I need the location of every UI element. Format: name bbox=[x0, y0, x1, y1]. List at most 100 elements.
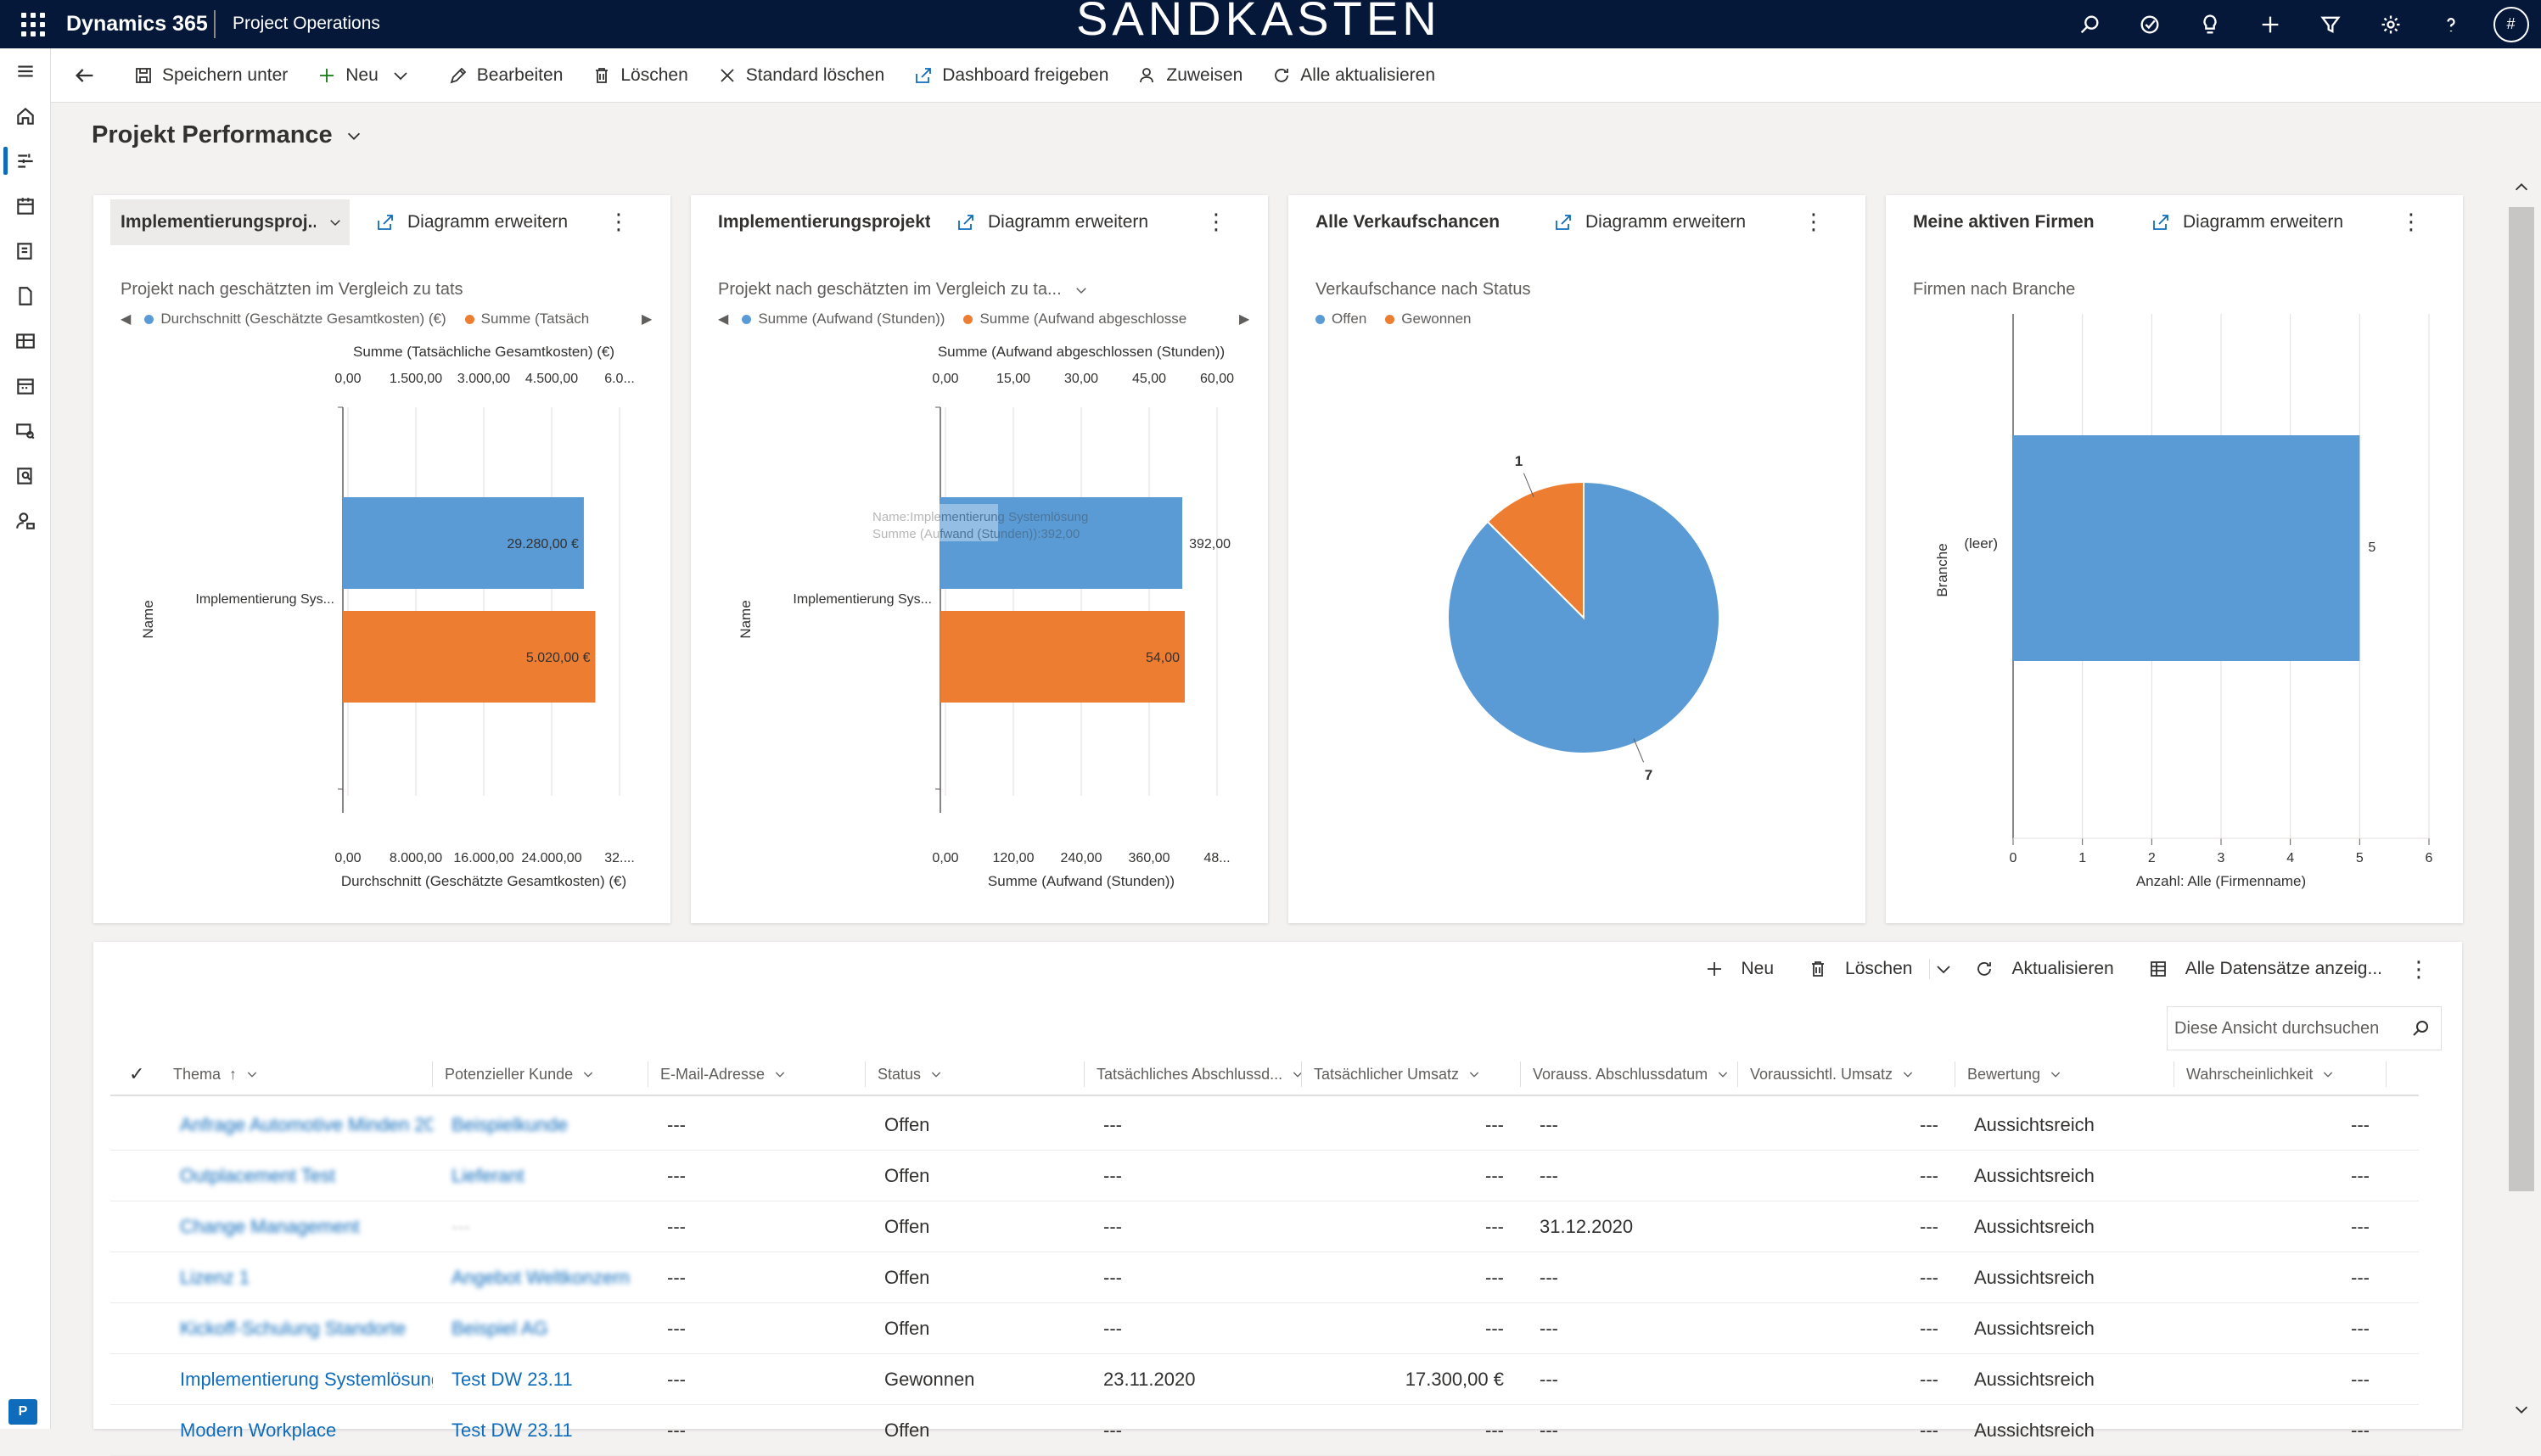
lightbulb-icon[interactable] bbox=[2179, 0, 2240, 48]
table-cell[interactable]: Anfrage Automotive Minden 2020 bbox=[180, 1113, 433, 1135]
table-cell[interactable]: Angebot Weltkonzern bbox=[452, 1266, 630, 1288]
legend-next-icon[interactable]: ▶ bbox=[642, 312, 653, 327]
table-row[interactable]: Anfrage Automotive Minden 2020 Beispielku… bbox=[110, 1100, 2419, 1151]
chart-view-selector[interactable]: Projekt nach geschätzten im Vergleich zu… bbox=[718, 280, 1089, 300]
legend-prev-icon[interactable]: ◀ bbox=[121, 312, 132, 327]
table-cell: --- bbox=[1920, 1368, 1938, 1390]
grid-refresh-button[interactable]: Aktualisieren bbox=[1957, 959, 2130, 979]
help-icon[interactable] bbox=[2420, 0, 2481, 48]
legend-item[interactable]: Durchschnitt (Geschätzte Gesamtkosten) (… bbox=[144, 311, 446, 328]
hamburger-menu-icon[interactable] bbox=[0, 48, 50, 93]
grid-search-input[interactable]: Diese Ansicht durchsuchen bbox=[2167, 1006, 2442, 1050]
table-cell[interactable]: Implementierung Systemlösung bbox=[180, 1368, 433, 1390]
table-row[interactable]: Implementierung Systemlösung Test DW 23.1… bbox=[110, 1354, 2419, 1405]
select-all-checkbox[interactable]: ✓ bbox=[129, 1063, 145, 1084]
document-icon[interactable] bbox=[0, 273, 50, 318]
legend-item[interactable]: Summe (Aufwand (Stunden)) bbox=[742, 311, 945, 328]
table-cell[interactable]: Lizenz 1 bbox=[180, 1266, 250, 1288]
view-selector[interactable]: Implementierungsproj... bbox=[110, 199, 350, 245]
more-options-icon[interactable]: ⋮ bbox=[1803, 209, 1825, 234]
calendar-icon[interactable] bbox=[0, 183, 50, 228]
legend-next-icon[interactable]: ▶ bbox=[1239, 312, 1250, 327]
expand-chart-button[interactable]: Diagramm erweitern bbox=[2151, 212, 2343, 232]
table-cell[interactable]: Kickoff-Schulung Standorte bbox=[180, 1317, 407, 1339]
table-row[interactable]: Outplacement Test Lieferant --- Offen --- ---… bbox=[110, 1151, 2419, 1201]
resource-icon[interactable] bbox=[0, 498, 50, 543]
legend-item[interactable]: Summe (Aufwand abgeschlosse bbox=[963, 311, 1186, 328]
clear-default-button[interactable]: Standard löschen bbox=[703, 50, 899, 101]
scrollbar-thumb[interactable] bbox=[2509, 207, 2534, 1191]
table-cell[interactable]: Beispiel AG bbox=[452, 1317, 548, 1339]
more-options-icon[interactable]: ⋮ bbox=[608, 209, 630, 234]
table-row[interactable]: Kickoff-Schulung Standorte Beispiel AG ---… bbox=[110, 1303, 2419, 1354]
column-header-thema[interactable]: Thema ↑ bbox=[161, 1061, 433, 1087]
delete-button[interactable]: Löschen bbox=[577, 50, 702, 101]
save-as-button[interactable]: Speichern unter bbox=[119, 50, 302, 101]
column-header-actual-revenue[interactable]: Tatsächlicher Umsatz bbox=[1302, 1061, 1521, 1087]
schedule-icon[interactable] bbox=[0, 363, 50, 408]
back-button[interactable] bbox=[59, 50, 110, 101]
table-cell[interactable]: --- bbox=[452, 1215, 470, 1237]
grid-more-options-icon[interactable]: ⋮ bbox=[2408, 955, 2430, 982]
assign-button[interactable]: Zuweisen bbox=[1123, 50, 1257, 101]
column-header-rating[interactable]: Bewertung bbox=[1955, 1061, 2174, 1087]
refresh-all-button[interactable]: Alle aktualisieren bbox=[1257, 50, 1450, 101]
table-cell[interactable]: Test DW 23.11 bbox=[452, 1368, 573, 1390]
more-options-icon[interactable]: ⋮ bbox=[2400, 209, 2422, 234]
resource-search-icon[interactable] bbox=[0, 408, 50, 453]
page-scrollbar[interactable] bbox=[2502, 170, 2541, 1429]
table-cell[interactable]: Outplacement Test bbox=[180, 1164, 336, 1186]
column-header-kunde[interactable]: Potenzieller Kunde bbox=[433, 1061, 648, 1087]
legend-prev-icon[interactable]: ◀ bbox=[718, 312, 729, 327]
grid-more-dropdown[interactable] bbox=[1929, 959, 1957, 979]
x-axis-tick-label: 5 bbox=[2356, 851, 2364, 865]
column-header-est-revenue[interactable]: Voraussichtl. Umsatz bbox=[1738, 1061, 1955, 1087]
table-cell[interactable]: Beispielkunde bbox=[452, 1113, 568, 1135]
projects-icon[interactable] bbox=[0, 228, 50, 273]
task-icon[interactable] bbox=[2119, 0, 2179, 48]
filter-icon[interactable] bbox=[2300, 0, 2360, 48]
search-icon[interactable] bbox=[2059, 0, 2119, 48]
column-header-actual-close[interactable]: Tatsächliches Abschlussd... bbox=[1085, 1061, 1302, 1087]
grid-new-button[interactable]: Neu bbox=[1687, 959, 1792, 979]
expand-chart-button[interactable]: Diagramm erweitern bbox=[375, 212, 568, 232]
app-name[interactable]: Dynamics 365 bbox=[66, 12, 208, 36]
area-switcher-badge[interactable]: P bbox=[8, 1399, 37, 1425]
table-cell[interactable]: Change Management bbox=[180, 1215, 360, 1237]
scroll-up-icon bbox=[2515, 183, 2528, 191]
dashboard-icon[interactable] bbox=[0, 138, 50, 183]
table-cell[interactable]: Test DW 23.11 bbox=[452, 1419, 573, 1441]
module-name[interactable]: Project Operations bbox=[233, 14, 380, 33]
report-search-icon[interactable] bbox=[0, 453, 50, 498]
settings-icon[interactable] bbox=[2360, 0, 2420, 48]
table-cell[interactable]: Modern Workplace bbox=[180, 1419, 337, 1441]
table-row[interactable]: Lizenz 1 Angebot Weltkonzern --- Offen --- --… bbox=[110, 1252, 2419, 1303]
user-avatar[interactable]: # bbox=[2493, 6, 2529, 42]
app-launcher-icon[interactable] bbox=[15, 8, 46, 38]
column-header-status[interactable]: Status bbox=[866, 1061, 1085, 1087]
home-icon[interactable] bbox=[0, 93, 50, 138]
grid-delete-button[interactable]: Löschen bbox=[1791, 959, 1929, 979]
x-axis-tick-label: 4 bbox=[2286, 851, 2294, 865]
edit-button[interactable]: Bearbeiten bbox=[434, 50, 578, 101]
column-header-est-close[interactable]: Vorauss. Abschlussdatum bbox=[1521, 1061, 1738, 1087]
expand-chart-button[interactable]: Diagramm erweitern bbox=[956, 212, 1148, 232]
table-cell: --- bbox=[1485, 1215, 1504, 1237]
table-cell[interactable]: Lieferant bbox=[452, 1164, 524, 1186]
legend-item[interactable]: Gewonnen bbox=[1385, 311, 1472, 328]
table-row[interactable]: Change Management --- --- Offen --- --- 31.12.… bbox=[110, 1201, 2419, 1252]
board-icon[interactable] bbox=[0, 318, 50, 363]
column-header-email[interactable]: E-Mail-Adresse bbox=[648, 1061, 866, 1087]
column-header-probability[interactable]: Wahrscheinlichkeit bbox=[2174, 1061, 2387, 1087]
dashboard-selector[interactable]: Projekt Performance bbox=[92, 121, 363, 149]
table-row[interactable]: Modern Workplace Test DW 23.11 --- Offen ---… bbox=[110, 1405, 2419, 1456]
more-options-icon[interactable]: ⋮ bbox=[1205, 209, 1227, 234]
show-all-records-button[interactable]: Alle Datensätze anzeig... bbox=[2131, 959, 2399, 979]
share-dashboard-button[interactable]: Dashboard freigeben bbox=[899, 50, 1123, 101]
plus-icon[interactable] bbox=[2240, 0, 2300, 48]
expand-chart-button[interactable]: Diagramm erweitern bbox=[1553, 212, 1746, 232]
new-button[interactable]: Neu bbox=[302, 50, 434, 101]
legend-item[interactable]: Summe (Tatsäch bbox=[464, 311, 589, 328]
legend-item[interactable]: Offen bbox=[1315, 311, 1366, 328]
environment-banner: SANDKASTEN bbox=[1076, 0, 1441, 45]
